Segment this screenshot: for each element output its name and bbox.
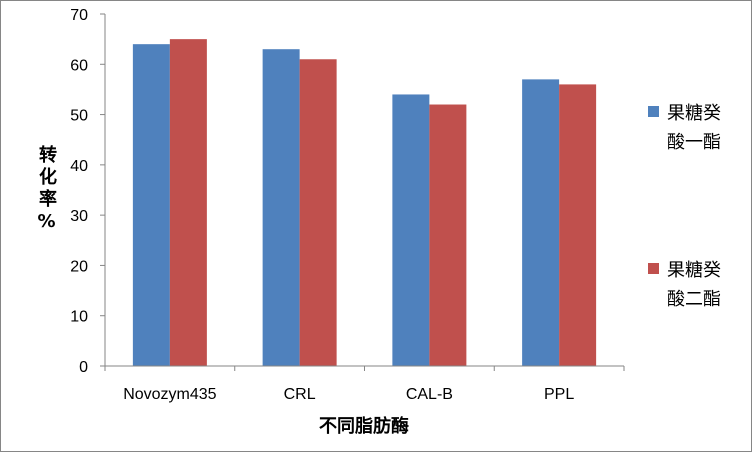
bar — [299, 59, 337, 366]
legend-label: 酸二酯 — [667, 289, 721, 309]
x-tick-label: PPL — [544, 386, 574, 403]
y-tick-label: 70 — [70, 7, 88, 24]
legend-label: 酸一酯 — [667, 132, 721, 152]
x-tick-label: CAL-B — [406, 386, 453, 403]
legend-label: 果糖癸 — [667, 260, 721, 280]
y-tick-label: 60 — [70, 57, 88, 74]
legend-swatch — [648, 106, 659, 117]
bar — [559, 84, 597, 367]
bar — [522, 79, 560, 366]
x-tick-label: CRL — [284, 386, 316, 403]
y-tick-label: 0 — [79, 359, 88, 376]
bar — [169, 39, 207, 367]
y-axis-label: 转化率% — [36, 145, 57, 236]
bar — [132, 44, 170, 367]
legend-label: 果糖癸 — [667, 103, 721, 123]
y-tick-label: 30 — [70, 208, 88, 225]
y-tick-label: 10 — [70, 309, 88, 326]
y-tick-label: 50 — [70, 108, 88, 125]
bar — [262, 49, 300, 366]
bar — [392, 94, 430, 366]
x-axis-label: 不同脂肪酶 — [319, 415, 409, 436]
legend-swatch — [648, 263, 659, 274]
x-tick-label: Novozym435 — [123, 386, 216, 403]
y-tick-label: 40 — [70, 158, 88, 175]
bar — [429, 104, 467, 366]
y-tick-label: 20 — [70, 258, 88, 275]
